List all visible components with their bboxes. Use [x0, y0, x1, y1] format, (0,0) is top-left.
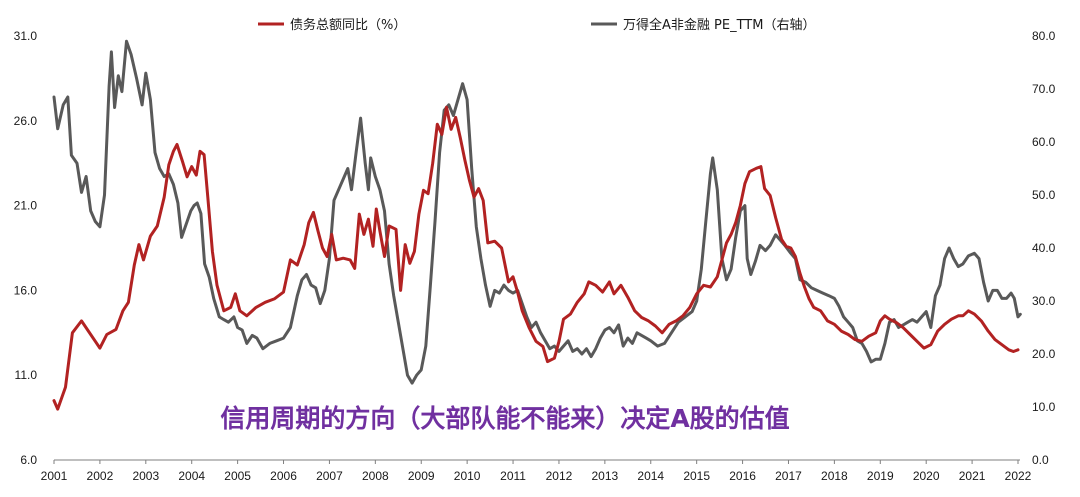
y-right-tick-label: 80.0: [1032, 29, 1056, 43]
y-right-tick-label: 0.0: [1032, 453, 1049, 467]
x-tick-label: 2008: [362, 469, 389, 483]
x-tick-label: 2014: [637, 469, 664, 483]
y-right-tick-label: 30.0: [1032, 294, 1056, 308]
y-left-tick-label: 16.0: [14, 283, 38, 297]
x-tick-label: 2002: [87, 469, 114, 483]
x-tick-label: 2021: [959, 469, 986, 483]
chart-annotation: 信用周期的方向（大部队能不能来）决定A股的估值: [220, 404, 789, 433]
y-right-tick-label: 40.0: [1032, 241, 1056, 255]
y-left-tick-label: 11.0: [15, 368, 38, 382]
legend: 债务总额同比（%） 万得全A非金融 PE_TTM（右轴）: [258, 17, 815, 33]
x-tick-label: 2011: [500, 469, 526, 483]
x-tick-label: 2020: [913, 469, 940, 483]
y-right-tick-label: 10.0: [1032, 400, 1056, 414]
x-tick-label: 2007: [316, 469, 343, 483]
x-tick-label: 2010: [454, 469, 481, 483]
x-tick-label: 2001: [41, 469, 68, 483]
x-tick-label: 2015: [683, 469, 710, 483]
y-right-tick-label: 70.0: [1032, 82, 1056, 96]
y-right-tick-label: 60.0: [1032, 135, 1056, 149]
x-tick-label: 2019: [867, 469, 894, 483]
y-right-tick-label: 50.0: [1032, 188, 1056, 202]
series-line-pe-ttm: [52, 39, 1022, 385]
x-tick-label: 2022: [1005, 469, 1032, 483]
y-left-tick-label: 31.0: [14, 29, 38, 43]
x-tick-label: 2017: [775, 469, 802, 483]
y-axis-left: 6.0 11.0 16.0 21.0 26.0 31.0: [14, 29, 38, 467]
x-tick-label: 2009: [408, 469, 435, 483]
y-right-tick-label: 20.0: [1032, 347, 1056, 361]
series-layer: [52, 39, 1022, 411]
y-left-tick-label: 6.0: [20, 453, 37, 467]
legend-label-pe-ttm: 万得全A非金融 PE_TTM（右轴）: [623, 17, 815, 33]
y-left-tick-label: 21.0: [14, 199, 38, 213]
x-tick-label: 2003: [132, 469, 159, 483]
x-tick-label: 2012: [546, 469, 573, 483]
x-tick-label: 2004: [178, 469, 205, 483]
x-tick-label: 2018: [821, 469, 848, 483]
y-axis-right: 0.0 10.0 20.0 30.0 40.0 50.0 60.0 70.0 80.0: [1032, 29, 1056, 467]
series-line-debt-growth: [52, 105, 1020, 411]
legend-label-debt-growth: 债务总额同比（%）: [290, 17, 406, 33]
x-tick-label: 2016: [729, 469, 756, 483]
x-tick-label: 2006: [270, 469, 297, 483]
y-left-tick-label: 26.0: [14, 114, 38, 128]
x-tick-label: 2013: [592, 469, 619, 483]
x-tick-label: 2005: [224, 469, 251, 483]
x-axis: 2001 2002 2003 2004 2005 2006 2007 2008 2009 2010…: [41, 460, 1032, 483]
